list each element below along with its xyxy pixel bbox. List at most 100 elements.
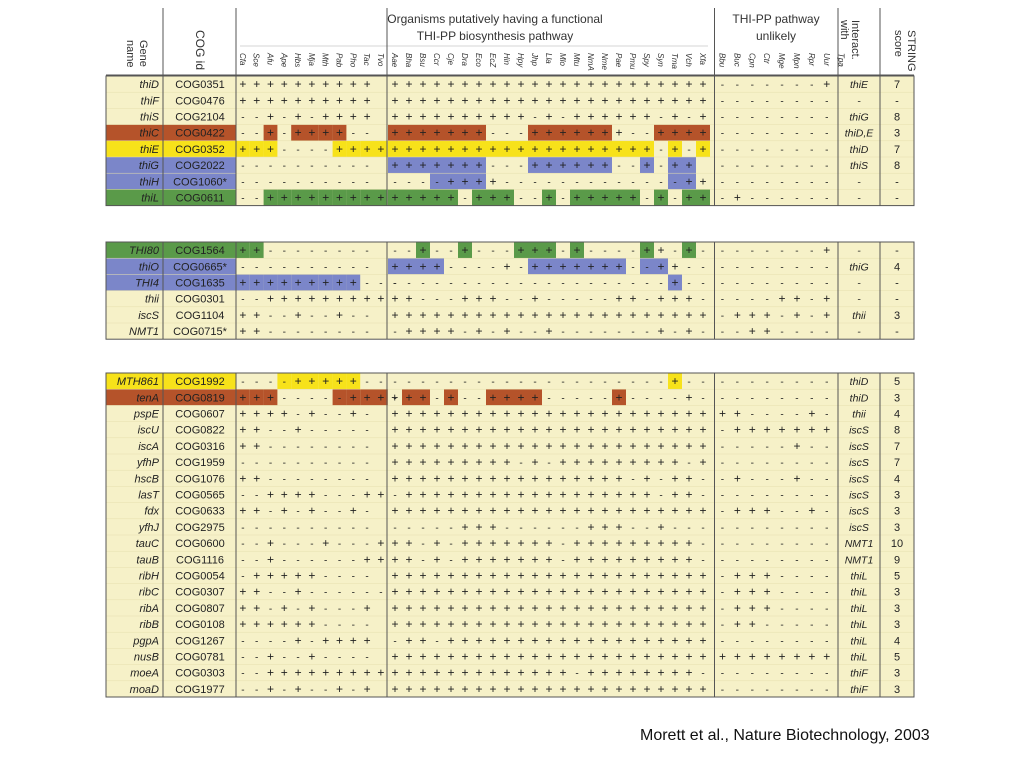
presence-mark: + xyxy=(517,243,524,257)
presence-mark: + xyxy=(615,585,622,599)
absence-mark: - xyxy=(283,246,286,257)
profile-cell-highlight xyxy=(542,189,556,206)
absence-mark: - xyxy=(721,685,724,696)
profile-cell-highlight xyxy=(682,124,696,141)
absence-mark: - xyxy=(296,653,299,664)
presence-mark: + xyxy=(643,666,650,680)
profile-cell-highlight xyxy=(696,189,710,206)
absence-mark: - xyxy=(736,491,739,502)
profile-cell-highlight xyxy=(696,124,710,141)
presence-mark: + xyxy=(281,93,288,107)
presence-mark: + xyxy=(239,504,246,518)
presence-mark: + xyxy=(475,666,482,680)
organism-label: Spy xyxy=(642,53,651,68)
presence-mark: + xyxy=(295,191,302,205)
string-score: 5 xyxy=(894,652,900,664)
absence-mark: - xyxy=(283,474,286,485)
presence-mark: + xyxy=(699,110,706,124)
presence-mark: + xyxy=(503,259,510,273)
presence-mark: + xyxy=(391,504,398,518)
presence-mark: + xyxy=(364,142,371,156)
gene-name: ribC xyxy=(139,587,159,599)
presence-mark: + xyxy=(587,520,594,534)
presence-mark: + xyxy=(475,110,482,124)
absence-mark: - xyxy=(673,194,676,205)
absence-mark: - xyxy=(324,246,327,257)
profile-cell-highlight xyxy=(528,157,542,174)
organism-label: Syn xyxy=(656,53,665,67)
absence-mark: - xyxy=(810,393,813,404)
presence-mark: + xyxy=(749,308,756,322)
absence-mark: - xyxy=(519,295,522,306)
presence-mark: + xyxy=(699,142,706,156)
presence-mark: + xyxy=(322,536,329,550)
absence-mark: - xyxy=(338,539,341,550)
presence-mark: + xyxy=(308,191,315,205)
profile-cell-highlight xyxy=(416,389,430,406)
absence-mark: - xyxy=(825,96,828,107)
profile-cell-highlight xyxy=(430,140,444,157)
presence-mark: + xyxy=(405,601,412,615)
presence-mark: + xyxy=(779,423,786,437)
presence-mark: + xyxy=(517,439,524,453)
absence-mark: - xyxy=(631,129,634,140)
absence-mark: - xyxy=(575,327,578,338)
presence-mark: + xyxy=(391,617,398,631)
absence-mark: - xyxy=(810,523,813,534)
absence-mark: - xyxy=(810,96,813,107)
gene-name: thiS xyxy=(140,112,160,124)
absence-mark: - xyxy=(352,161,355,172)
absence-mark: - xyxy=(561,327,564,338)
presence-mark: + xyxy=(559,126,566,140)
gene-name: NMT1 xyxy=(129,326,159,338)
absence-mark: - xyxy=(393,377,396,388)
profile-cell-highlight xyxy=(668,124,682,141)
presence-mark: + xyxy=(615,126,622,140)
absence-mark: - xyxy=(477,246,480,257)
absence-mark: - xyxy=(721,377,724,388)
absence-mark: - xyxy=(365,523,368,534)
presence-mark: + xyxy=(643,142,650,156)
presence-mark: + xyxy=(281,488,288,502)
cog-id: COG0665* xyxy=(173,261,228,273)
presence-mark: + xyxy=(531,292,538,306)
presence-mark: + xyxy=(405,666,412,680)
absence-mark: - xyxy=(751,539,754,550)
absence-mark: - xyxy=(721,426,724,437)
presence-mark: + xyxy=(601,158,608,172)
presence-mark: + xyxy=(764,324,771,338)
absence-mark: - xyxy=(751,442,754,453)
absence-mark: - xyxy=(310,442,313,453)
presence-mark: + xyxy=(447,191,454,205)
presence-mark: + xyxy=(734,308,741,322)
profile-cell-highlight xyxy=(640,242,654,259)
presence-mark: + xyxy=(764,308,771,322)
absence-mark: - xyxy=(736,442,739,453)
profile-cell-highlight xyxy=(236,274,250,291)
absence-mark: - xyxy=(324,555,327,566)
string-score: 3 xyxy=(894,684,900,696)
absence-mark: - xyxy=(736,555,739,566)
absence-mark: - xyxy=(421,377,424,388)
absence-mark: - xyxy=(310,113,313,124)
absence-mark: - xyxy=(255,653,258,664)
presence-mark: + xyxy=(587,158,594,172)
absence-mark: - xyxy=(505,246,508,257)
absence-mark: - xyxy=(255,377,258,388)
absence-mark: - xyxy=(449,523,452,534)
absence-mark: - xyxy=(780,588,783,599)
presence-mark: + xyxy=(671,585,678,599)
presence-mark: + xyxy=(643,650,650,664)
profile-cell-highlight xyxy=(598,140,612,157)
presence-mark: + xyxy=(657,617,664,631)
absence-mark: - xyxy=(241,555,244,566)
absence-mark: - xyxy=(241,177,244,188)
absence-mark: - xyxy=(721,262,724,273)
absence-mark: - xyxy=(561,539,564,550)
absence-mark: - xyxy=(338,507,341,518)
profile-cell-highlight xyxy=(668,140,682,157)
organism-label: Nme xyxy=(600,53,609,70)
gene-name: ribB xyxy=(139,619,159,631)
absence-mark: - xyxy=(547,458,550,469)
presence-mark: + xyxy=(615,617,622,631)
